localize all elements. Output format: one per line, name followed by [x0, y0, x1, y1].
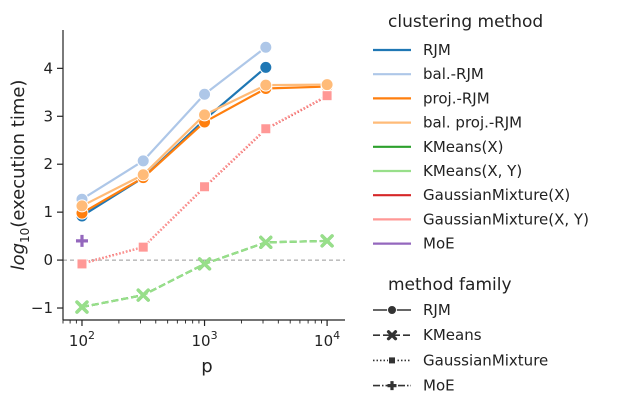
- legend-title-family: method family: [388, 275, 512, 295]
- series-rjm: [75, 60, 273, 223]
- series-kmeans-x-y: [75, 234, 334, 314]
- legend-family-marker: [387, 381, 397, 391]
- data-point: [259, 78, 273, 92]
- legend-title-clustering: clustering method: [388, 12, 543, 32]
- legend: clustering method RJM bal.-RJM proj.-RJM bal…: [373, 12, 589, 395]
- data-point: [259, 40, 273, 54]
- data-point: [75, 234, 88, 247]
- series-line: [81, 46, 267, 201]
- legend-label: GaussianMixture(X): [423, 186, 570, 204]
- x-tick-label: 104: [314, 329, 340, 350]
- series-proj-rjm: [75, 80, 334, 220]
- x-tick-label: 102: [69, 329, 95, 350]
- series-moe: [75, 234, 88, 247]
- data-point: [136, 288, 150, 302]
- legend-label: KMeans(X, Y): [423, 162, 522, 180]
- legend-family-marker: [386, 330, 398, 341]
- series-line: [81, 94, 328, 265]
- series-line: [81, 239, 328, 309]
- legend-label: KMeans: [423, 326, 482, 344]
- y-axis-title: log10(execution time): [8, 80, 32, 271]
- legend-family-marker: [388, 356, 396, 365]
- data-point: [320, 234, 334, 248]
- data-point: [197, 257, 212, 271]
- series-gaussianmixture-x-y: [76, 90, 333, 270]
- data-point: [198, 108, 212, 122]
- data-point: [76, 258, 88, 270]
- legend-family-marker: [387, 305, 397, 315]
- data-point: [136, 168, 150, 182]
- data-point: [259, 235, 273, 249]
- x-tick-label: 103: [191, 329, 217, 350]
- legend-label: RJM: [423, 41, 451, 59]
- legend-label: bal.-RJM: [423, 65, 484, 83]
- data-point: [199, 181, 211, 193]
- y-tick-label: −1: [31, 299, 53, 317]
- y-tick-label: 0: [43, 251, 53, 269]
- legend-label: RJM: [423, 301, 451, 319]
- data-point: [259, 60, 273, 74]
- series-line: [81, 239, 328, 309]
- y-tick-label: 2: [43, 155, 53, 173]
- data-point: [75, 300, 89, 314]
- y-tick-label: 4: [43, 59, 53, 77]
- legend-label: MoE: [423, 235, 455, 253]
- series-line: [81, 66, 267, 217]
- y-tick-label: 3: [43, 107, 53, 125]
- legend-label: MoE: [423, 377, 455, 395]
- legend-label: bal. proj.-RJM: [423, 114, 522, 132]
- legend-label: proj.-RJM: [423, 89, 490, 107]
- data-point: [260, 123, 272, 135]
- legend-label: GaussianMixture(X, Y): [423, 210, 589, 228]
- data-point: [136, 154, 150, 168]
- data-point: [321, 90, 333, 102]
- data-point: [137, 241, 149, 253]
- data-point: [320, 78, 334, 92]
- plot-area: −1 0 1 2 3 4 102 103 104 p log10(execution time): [8, 30, 345, 377]
- series-bal-rjm: [75, 40, 273, 206]
- legend-label: GaussianMixture: [423, 351, 548, 369]
- data-point: [75, 199, 89, 213]
- y-tick-label: 1: [43, 203, 53, 221]
- x-axis-title: p: [201, 356, 212, 377]
- data-point: [198, 87, 212, 101]
- legend-label: KMeans(X): [423, 138, 504, 156]
